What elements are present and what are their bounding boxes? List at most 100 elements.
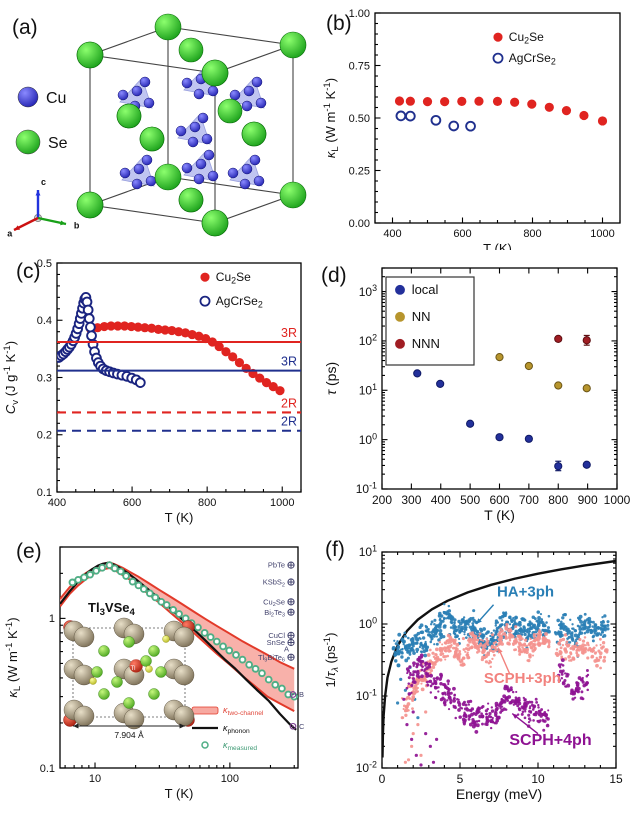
- x-tick-label: 800: [523, 228, 541, 240]
- y-tick-label: 10-1: [356, 481, 377, 497]
- panel-letter-a: (a): [12, 16, 38, 39]
- axis-ticks: [60, 546, 295, 769]
- y-tick-label: 100: [359, 616, 377, 632]
- x-tick-label: 10: [531, 772, 545, 786]
- x-tick-label: 600: [123, 497, 141, 509]
- legend-marker: [395, 284, 405, 295]
- y-axis-label: 1/τλ (ps-1): [322, 632, 341, 687]
- annotation: HA+3ph: [475, 584, 554, 625]
- material-label: C: [299, 722, 305, 731]
- plot-content: [382, 559, 616, 767]
- legend: κtwo-channel κphonon κmeasured: [191, 705, 264, 752]
- series-AgCrSe2: [395, 110, 476, 132]
- y-tick-label: 101: [359, 544, 377, 560]
- x-tick-label: 600: [453, 228, 471, 240]
- x-tick-label: 15: [609, 772, 623, 786]
- legend-marker: [17, 86, 39, 108]
- x-tick-label: 1000: [270, 497, 294, 509]
- material-label: B: [299, 690, 304, 699]
- series-Cu2Se: [394, 96, 608, 126]
- annotation: SCPH+4ph: [509, 713, 592, 749]
- panel-letter-d: (d): [321, 264, 347, 287]
- plot-content: [413, 334, 591, 472]
- material-label: Tl9BiTe6: [258, 653, 285, 664]
- legend-marker: [493, 32, 503, 42]
- y-tick-label: 10-2: [356, 760, 377, 776]
- heat-capacity-chart: 400 600 800 1000 0.1 0.2 0.3 0.4 0.5 T (K) Cv (J g…: [2, 258, 302, 525]
- axis-letter: a: [7, 228, 13, 238]
- y-tick-label: 0.00: [349, 218, 370, 230]
- y-axis-label: κL (W m-1 K-1): [4, 617, 23, 697]
- x-tick-label: 400: [48, 497, 66, 509]
- x-axis-label: T (K): [165, 510, 194, 525]
- plot-frame: [56, 262, 302, 493]
- y-tick-label: 103: [359, 283, 377, 299]
- x-tick-label: 100: [221, 773, 239, 785]
- legend-marker: [199, 295, 211, 307]
- y-axis-label: κL (W m-1 K-1): [322, 78, 341, 158]
- series-limit-curve: [382, 559, 616, 758]
- legend-marker: [395, 338, 405, 349]
- two-channel-kappa-chart: 10 100 0.1 1 T (K) κL (W m-1 K-1) κtwo-channel…: [4, 546, 305, 801]
- y-axis-label: τ (ps): [323, 362, 339, 395]
- legend-label: NN: [412, 309, 431, 324]
- cloud-SCPH+4ph: [402, 653, 590, 767]
- atom-label: Tl: [131, 666, 136, 672]
- y-axis-label: Cv (J g-1 K-1): [2, 341, 21, 414]
- y-tick-label: 1: [49, 613, 55, 625]
- reference-line-label: 2R: [281, 396, 297, 410]
- legend-label: κphonon: [223, 723, 250, 735]
- atom-label: Se: [148, 684, 156, 690]
- x-tick-label: 800: [548, 493, 568, 507]
- legend: Cu2Se AgCrSe2: [492, 30, 556, 67]
- plot-content: [60, 561, 298, 731]
- y-tick-label: 0.75: [349, 60, 370, 72]
- panel-b: (b) 400 600 800 1000 0.00 0.25 0.50 0.75 1.00 T (…: [320, 0, 640, 250]
- reference-line-label: 3R: [281, 355, 297, 369]
- relaxation-time-chart: 200 300 400 500 600 700 800 900 1000 10-1 100 101 10…: [323, 267, 631, 523]
- inset-crystal-structure: Tl3VSe4 Tl Se 7.904 Å: [63, 600, 195, 740]
- y-tick-label: 0.5: [37, 258, 52, 270]
- x-tick-label: 300: [401, 493, 421, 507]
- legend-marker: [200, 272, 210, 282]
- axis-ticks: [374, 12, 621, 224]
- series-kappa_measured: [68, 561, 298, 701]
- plot-frame: [59, 546, 299, 769]
- panel-letter-f: (f): [325, 538, 345, 561]
- scattering-rate-chart: 0 5 10 15 10-2 10-1 100 101 Energy (meV) 1/τλ (ps…: [322, 544, 623, 802]
- reference-line-label: 2R: [281, 415, 297, 429]
- x-tick-label: 800: [198, 497, 216, 509]
- x-tick-label: 600: [489, 493, 509, 507]
- panel-d: (d) 200 300 400 500 600 700 800 900 1000 10-1 100 1…: [320, 250, 640, 530]
- axis-ticks: [381, 267, 618, 490]
- axis-ticks: [56, 262, 302, 493]
- legend-label: Se: [48, 135, 68, 152]
- legend-marker: [15, 129, 41, 155]
- y-tick-label: 101: [359, 382, 377, 398]
- y-tick-label: 0.1: [37, 487, 52, 499]
- annotation-label: SCPH+3ph: [484, 670, 561, 687]
- y-tick-label: 0.2: [37, 430, 52, 442]
- axis-letter: c: [41, 177, 46, 187]
- legend-label: Cu2Se: [509, 30, 544, 46]
- y-tick-label: 0.3: [37, 372, 52, 384]
- x-tick-label: 5: [457, 772, 464, 786]
- panel-a: (a) Cu Se c b a: [0, 0, 320, 250]
- material-label: PbTe: [268, 561, 285, 570]
- panel-c: (c) 400 600 800 1000 0.1 0.2 0.3 0.4 0.5 T (K) Cv …: [0, 250, 320, 530]
- legend-label: NNN: [412, 336, 440, 351]
- plot-content: [394, 96, 608, 132]
- x-tick-label: 900: [578, 493, 598, 507]
- legend-label: κtwo-channel: [223, 705, 264, 717]
- lattice-constant-label: 7.904 Å: [114, 730, 144, 740]
- material-label: CuCl: [268, 631, 285, 640]
- material-label: SnSe: [267, 638, 285, 647]
- y-tick-label: 0.25: [349, 165, 370, 177]
- material-label: Bi2Te3: [264, 608, 285, 619]
- axes-triad: c b a: [7, 177, 80, 238]
- legend-marker: [191, 706, 219, 715]
- legend-label: Cu2Se: [216, 270, 251, 286]
- legend-label: AgCrSe2: [216, 294, 263, 310]
- panel-e: (e) 10 100 0.1 1 T (K) κL (W m-1 K-1) κtwo-cha…: [0, 530, 320, 816]
